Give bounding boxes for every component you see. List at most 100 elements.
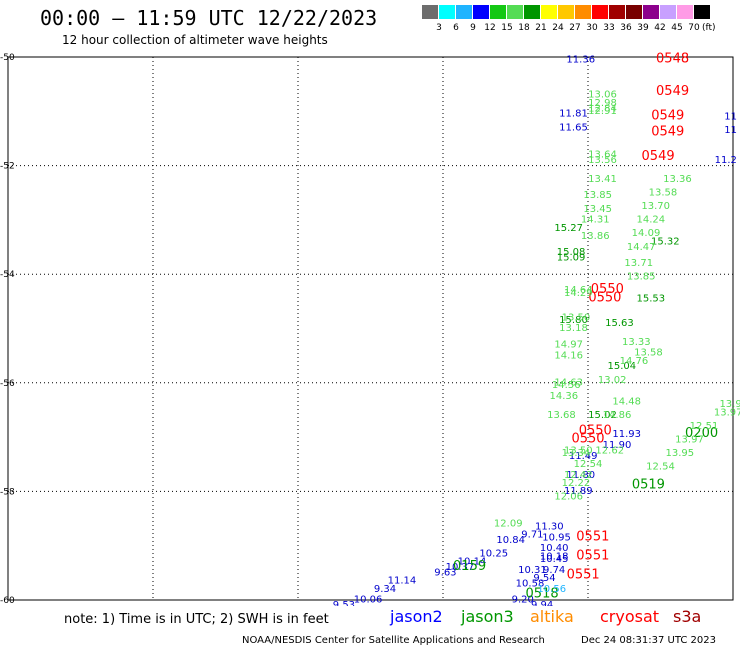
data-point-s3a: 13.97 [675, 435, 704, 446]
colorbar-label: 33 [603, 23, 615, 33]
data-point-jason2: 10.37 [446, 562, 475, 573]
data-point-s3a: 13.58 [649, 187, 678, 198]
colorbar-label: 42 [654, 23, 666, 33]
data-point-cryosat: 0550 [579, 423, 612, 438]
data-point-jason2: 9.53 [333, 600, 355, 606]
data-point-s3a: 13.86 [581, 231, 610, 242]
data-point-s3a: 13.70 [641, 201, 670, 212]
colorbar-label: 15 [501, 23, 513, 33]
footer: NOAA/NESDIS Center for Satellite Applica… [0, 634, 740, 650]
data-point-s3a: 12.54 [574, 459, 603, 470]
plot-frame [7, 56, 734, 601]
data-point-s3a: 13.97 [714, 407, 740, 418]
data-point-s3a: 14.48 [612, 397, 641, 408]
data-point-s3a: 13.36 [663, 174, 692, 185]
footer-credit: NOAA/NESDIS Center for Satellite Applica… [242, 635, 545, 646]
data-point-s3a: 14.24 [637, 215, 666, 226]
data-point-jason2: 10.45 [540, 554, 569, 565]
data-point-jason2: 10.25 [479, 549, 508, 560]
data-point-s3a: 12.62 [595, 445, 624, 456]
data-point-jason2: 11 [724, 125, 737, 136]
colorbar-label: 30 [586, 23, 598, 33]
data-point-jason2: 10.84 [496, 535, 525, 546]
data-point-jason3: 0518 [526, 586, 559, 601]
colorbar-swatch [609, 5, 626, 19]
data-point-s3a: 13.64 [588, 149, 617, 160]
data-point-jason2: 11.81 [559, 109, 588, 120]
data-point-jason3: 15.02 [588, 410, 617, 421]
data-point-jason2: 11.80 [566, 470, 595, 481]
data-point-jason3: 15.08 [557, 247, 586, 258]
data-point-cryosat: 0550 [588, 290, 621, 305]
data-point-s3a: 13.9 [719, 399, 740, 410]
data-point-cryosat: 0549 [651, 125, 684, 140]
data-point-jason2: 11.90 [603, 440, 632, 451]
y-tick-label: -52 [0, 162, 15, 172]
data-point-jason2: 11.2 [715, 155, 737, 166]
data-point-s3a: 12.22 [562, 478, 591, 489]
data-point-s3a: 13.50 [564, 445, 593, 456]
data-point-jason3: 15.27 [554, 223, 583, 234]
data-point-jason3: 15.04 [608, 361, 637, 372]
colorbar-swatch [541, 5, 558, 19]
legend-item-jason3: jason3 [461, 607, 514, 626]
legend-item-jason2: jason2 [390, 607, 443, 626]
data-point-s3a: 13.85 [583, 190, 612, 201]
data-point-jason3: 15.63 [605, 318, 634, 329]
legend: note: 1) Time is in UTC; 2) SWH is in fe… [0, 606, 740, 634]
colorbar-label: 6 [453, 23, 459, 33]
colorbar-swatch [643, 5, 660, 19]
data-point-s3a: 13.45 [583, 204, 612, 215]
data-point-s3a: 14.86 [603, 410, 632, 421]
data-point-s3a: 12.42 [564, 470, 593, 481]
data-point-s3a: 14.29 [564, 288, 593, 299]
colorbar-swatch [524, 5, 541, 19]
colorbar-label: 9 [470, 23, 476, 33]
y-tick-label: -60 [0, 596, 15, 606]
data-point-jason2: 11.49 [569, 451, 598, 462]
chart-title: 00:00 – 11:59 UTC 12/22/2023 [40, 6, 378, 30]
data-point-jason3: 0159 [453, 559, 486, 574]
data-point-jason2: 11.65 [559, 122, 588, 133]
data-point-s3a: 14.97 [554, 340, 583, 351]
data-point-jason2: 10.06 [354, 595, 383, 606]
colorbar-swatch [575, 5, 592, 19]
colorbar-swatch [456, 5, 473, 19]
chart-subtitle: 12 hour collection of altimeter wave hei… [62, 33, 328, 47]
data-point-cryosat: 0550 [591, 282, 624, 297]
data-point-jason3: 0200 [685, 426, 718, 441]
data-point-jason2: 10.58 [516, 578, 545, 589]
data-point-s3a: 13.41 [588, 174, 617, 185]
colorbar-swatch [592, 5, 609, 19]
data-point-s3a: 13.33 [622, 337, 651, 348]
data-point-altika: 10.56 [537, 584, 566, 595]
colorbar-label: 39 [637, 23, 649, 33]
data-point-s3a: 13.50 [562, 312, 591, 323]
colorbar-label: 45 [671, 23, 683, 33]
data-point-cryosat: 0551 [576, 548, 609, 563]
data-point-jason3: 15.53 [637, 293, 666, 304]
data-point-jason3: 15.80 [559, 315, 588, 326]
data-point-cryosat: 0550 [571, 432, 604, 447]
legend-note: note: 1) Time is in UTC; 2) SWH is in fe… [64, 612, 329, 627]
y-tick-label: -54 [0, 270, 15, 280]
data-point-s3a: 14.09 [632, 228, 661, 239]
colorbar-swatch [558, 5, 575, 19]
colorbar-swatch [473, 5, 490, 19]
data-point-cryosat: 0551 [576, 529, 609, 544]
data-point-jason2: 9.94 [531, 600, 553, 606]
data-point-s3a: 13.56 [588, 155, 617, 166]
data-point-s3a: 14.64 [564, 285, 593, 296]
legend-item-s3a: s3a [673, 607, 702, 626]
data-point-cryosat: 0549 [651, 108, 684, 123]
data-point-jason2: 10.40 [540, 543, 569, 554]
data-point-s3a: 14.63 [554, 378, 583, 389]
legend-item-altika: altika [530, 607, 574, 626]
data-point-jason3: 15.32 [651, 236, 680, 247]
y-tick-label: -56 [0, 379, 15, 389]
data-point-s3a: 12.84 [588, 103, 617, 114]
data-point-jason3: 15.09 [557, 253, 586, 264]
data-point-s3a: 14.36 [550, 391, 579, 402]
data-point-jason2: 11 [724, 111, 737, 122]
data-point-s3a: 13.71 [624, 258, 653, 269]
